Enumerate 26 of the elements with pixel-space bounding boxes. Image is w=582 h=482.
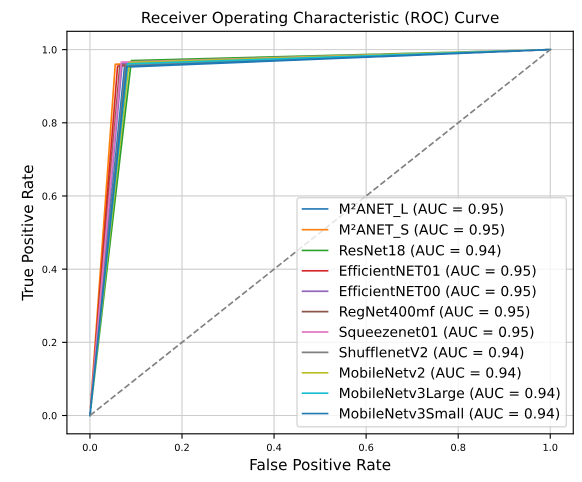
legend-label: RegNet400mf (AUC = 0.95) xyxy=(340,306,530,320)
x-tick-label: 0.0 xyxy=(82,444,98,452)
x-tick-label: 0.2 xyxy=(174,444,189,452)
x-tick-label: 1.0 xyxy=(544,444,558,452)
x-tick-label: 0.8 xyxy=(451,444,466,452)
legend-label: M²ANET_S (AUC = 0.95) xyxy=(340,224,504,238)
chart-title: Receiver Operating Characteristic (ROC) Curve xyxy=(142,11,499,26)
legend-label: EfficientNET01 (AUC = 0.95) xyxy=(340,265,536,278)
y-tick-label: 0.0 xyxy=(42,412,57,420)
y-tick-label: 0.4 xyxy=(42,266,57,273)
legend-label: ShufflenetV2 (AUC = 0.94) xyxy=(340,346,524,360)
y-tick-label: 0.6 xyxy=(42,192,57,200)
legend-label: MobileNetv3Small (AUC = 0.94) xyxy=(340,408,560,420)
legend-label: EfficientNET00 (AUC = 0.95) xyxy=(340,286,536,298)
legend-label: M²ANET_L (AUC = 0.95) xyxy=(340,203,503,218)
x-tick-label: 0.4 xyxy=(266,444,282,452)
y-tick-label: 0.8 xyxy=(42,119,57,127)
legend-label: Squeezenet01 (AUC = 0.95) xyxy=(340,326,534,340)
x-axis-title: False Positive Rate xyxy=(250,458,390,470)
y-tick-label: 1.0 xyxy=(42,46,57,54)
legend-label: MobileNetv2 (AUC = 0.94) xyxy=(340,367,520,380)
x-tick-label: 0.6 xyxy=(359,444,374,452)
y-axis-title: True Positive Rate xyxy=(21,165,34,301)
legend-label: MobileNetv3Large (AUC = 0.94) xyxy=(340,387,560,401)
legend-label: ResNet18 (AUC = 0.94) xyxy=(340,244,500,258)
y-tick-label: 0.2 xyxy=(42,338,56,346)
